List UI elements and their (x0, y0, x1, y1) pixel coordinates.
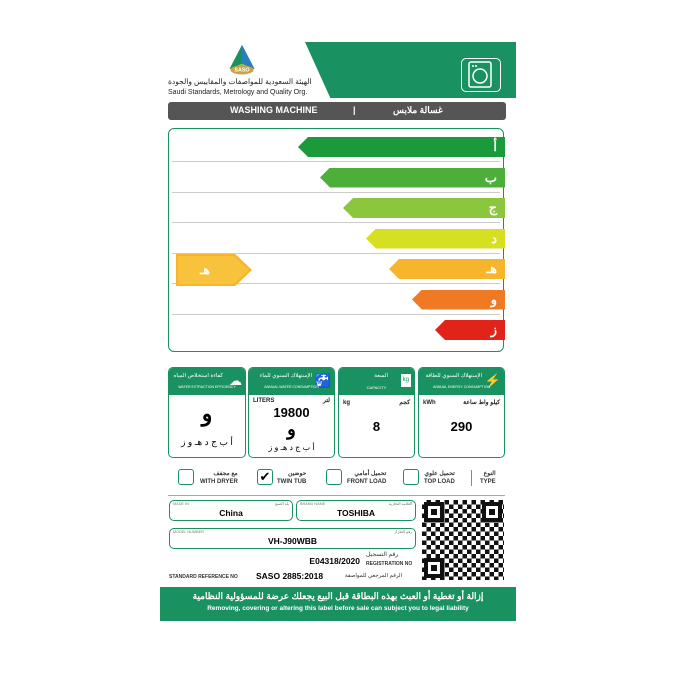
brand-label-en: BRAND NAME (300, 502, 326, 506)
title-en: ENERGY EFFICIENCY LABEL (546, 80, 638, 87)
scale-row-divider (172, 161, 500, 162)
svg-text:SASO: SASO (234, 68, 249, 74)
capacity-value: 8 (372, 419, 381, 434)
water-unit-ar: لتر (323, 398, 330, 404)
wrung-shirt-icon: ☁ (229, 373, 242, 388)
capacity-title-en: CAPACITY (366, 385, 387, 390)
header-banner (305, 42, 516, 98)
rating-arrow: هـ (178, 256, 249, 284)
qr-code[interactable] (422, 500, 504, 580)
capacity-unit-ar: كجم (399, 400, 410, 406)
water-unit-en: LITERS (253, 398, 275, 404)
model-value: VH-J90WBB (267, 536, 318, 546)
front-load-label: تحميل أمامي FRONT LOAD (347, 471, 387, 485)
extraction-title-en: WATER EXTRACTION EFFICIENCY (178, 385, 236, 389)
efficiency-bar-4: د (366, 228, 505, 249)
qr-finder (424, 558, 444, 578)
with-dryer-label: مع مجفف WITH DRYER (200, 471, 238, 485)
org-name-ar: الهيئة السعودية للمواصفات والمقاييس والج… (168, 77, 312, 86)
capacity-box: kg السعة CAPACITY kg كجم 8 (338, 367, 415, 458)
product-type-en: WASHING MACHINE (230, 105, 318, 115)
registration-number: E04318/2020 (309, 556, 360, 566)
type-label: النوع TYPE (480, 471, 496, 485)
water-value: 19800 (273, 405, 310, 420)
org-name-en: Saudi Standards, Metrology and Quality O… (168, 89, 308, 96)
model-label-ar: رقم الطراز (394, 530, 412, 534)
energy-consumption-box: ⚡ الإستهلاك السنوي للطاقة ANNUAL ENERGY CO… (418, 367, 505, 458)
divider (471, 470, 472, 486)
energy-unit-ar: كيلو واط ساعة (463, 400, 500, 406)
product-type-ar: غسالة ملابس (393, 105, 443, 115)
legal-text-en: Removing, covering or altering this labe… (207, 605, 469, 612)
with-dryer-checkbox[interactable] (178, 469, 194, 485)
legal-footer: إزالة أو تغطية أو العبث بهذه البطاقة قبل… (160, 587, 516, 621)
efficiency-bar-2: ب (320, 167, 505, 188)
extraction-grade-scale: أ ب ج د هـ و ز (181, 437, 233, 447)
efficiency-bar-7: ز (435, 320, 505, 340)
legal-text-ar: إزالة أو تغطية أو العبث بهذه البطاقة قبل… (192, 591, 484, 601)
scale-row-divider (172, 313, 500, 315)
lightning-icon: ⚡ (484, 373, 501, 388)
efficiency-bar-5: هـ (389, 259, 505, 279)
registration-label-ar: رقم التسجيل (366, 552, 399, 558)
faucet-icon: 🚰 (314, 373, 331, 388)
scale-row-divider (172, 283, 500, 284)
top-load-checkbox[interactable] (403, 469, 419, 485)
scale-row-divider (172, 252, 500, 254)
front-load-checkbox[interactable] (326, 469, 342, 485)
brand-label-ar: العلامة التجارية (388, 502, 412, 506)
made-in-value: China (219, 508, 243, 518)
twin-tub-checkbox[interactable]: ✔ (257, 469, 273, 485)
brand-value: TOSHIBA (336, 508, 376, 518)
efficiency-bar-6: و (412, 289, 505, 310)
energy-title-en: ANNUAL ENERGY CONSUMPTION (433, 385, 490, 389)
water-grade: و (287, 419, 296, 439)
extraction-title-ar: كفاءة استخلاص المياه (173, 373, 223, 379)
energy-title-ar: الإستهلاك السنوي للطاقة (425, 373, 482, 379)
check-mark-icon: ✔ (259, 469, 271, 484)
made-in-label-ar: بلد الصنع (274, 502, 289, 506)
made-in-field: MADE IN بلد الصنع China (169, 500, 293, 521)
water-title-en: ANNUAL WATER CONSUMPTION (264, 385, 319, 389)
capacity-unit-en: kg (343, 400, 351, 406)
made-in-label-en: MADE IN (173, 502, 189, 506)
scale-row-divider (172, 222, 500, 223)
washing-machine-icon (461, 58, 501, 92)
capacity-title-ar: السعة (374, 373, 388, 379)
energy-value: 290 (450, 419, 473, 434)
water-grade-scale: أ ب ج د هـ و ز (268, 443, 315, 452)
product-type-bar: WASHING MACHINE | غسالة ملابس (168, 102, 506, 120)
title-ar: بطاقة كفاءة الطاقة (518, 58, 638, 75)
qr-finder (424, 502, 444, 522)
qr-finder (482, 502, 502, 522)
extraction-grade: و (201, 401, 213, 426)
registration-label-en: REGISTRATION NO (366, 561, 413, 567)
scale-row-divider (172, 191, 500, 193)
brand-field: BRAND NAME العلامة التجارية TOSHIBA (296, 500, 416, 521)
twin-tub-label: حوضين TWIN TUB (277, 471, 307, 485)
water-extraction-box: ☁ كفاءة استخلاص المياه WATER EXTRACTION EF… (168, 367, 246, 458)
water-consumption-box: 🚰 الإستهلاك السنوي للماء ANNUAL WATER CONS… (248, 367, 335, 458)
efficiency-bar-3: ج (343, 198, 505, 218)
energy-unit-en: kWh (423, 400, 436, 406)
divider (168, 495, 505, 496)
standard-label-ar: الرقم المرجعي للمواصفة (345, 573, 403, 579)
model-label-en: MODEL NUMBER (173, 530, 204, 534)
shirt-kg-icon: kg (400, 374, 411, 387)
efficiency-bar-1: أ (298, 137, 505, 157)
top-load-label: تحميل علوي TOP LOAD (424, 471, 455, 485)
standard-label-en: STANDARD REFERENCE NO (169, 574, 238, 580)
water-title-ar: الإستهلاك السنوي للماء (259, 373, 312, 379)
standard-number: SASO 2885:2018 (256, 571, 324, 581)
saso-logo: SASO (229, 44, 255, 75)
separator: | (353, 105, 356, 115)
model-field: MODEL NUMBER رقم الطراز VH-J90WBB (169, 528, 416, 549)
